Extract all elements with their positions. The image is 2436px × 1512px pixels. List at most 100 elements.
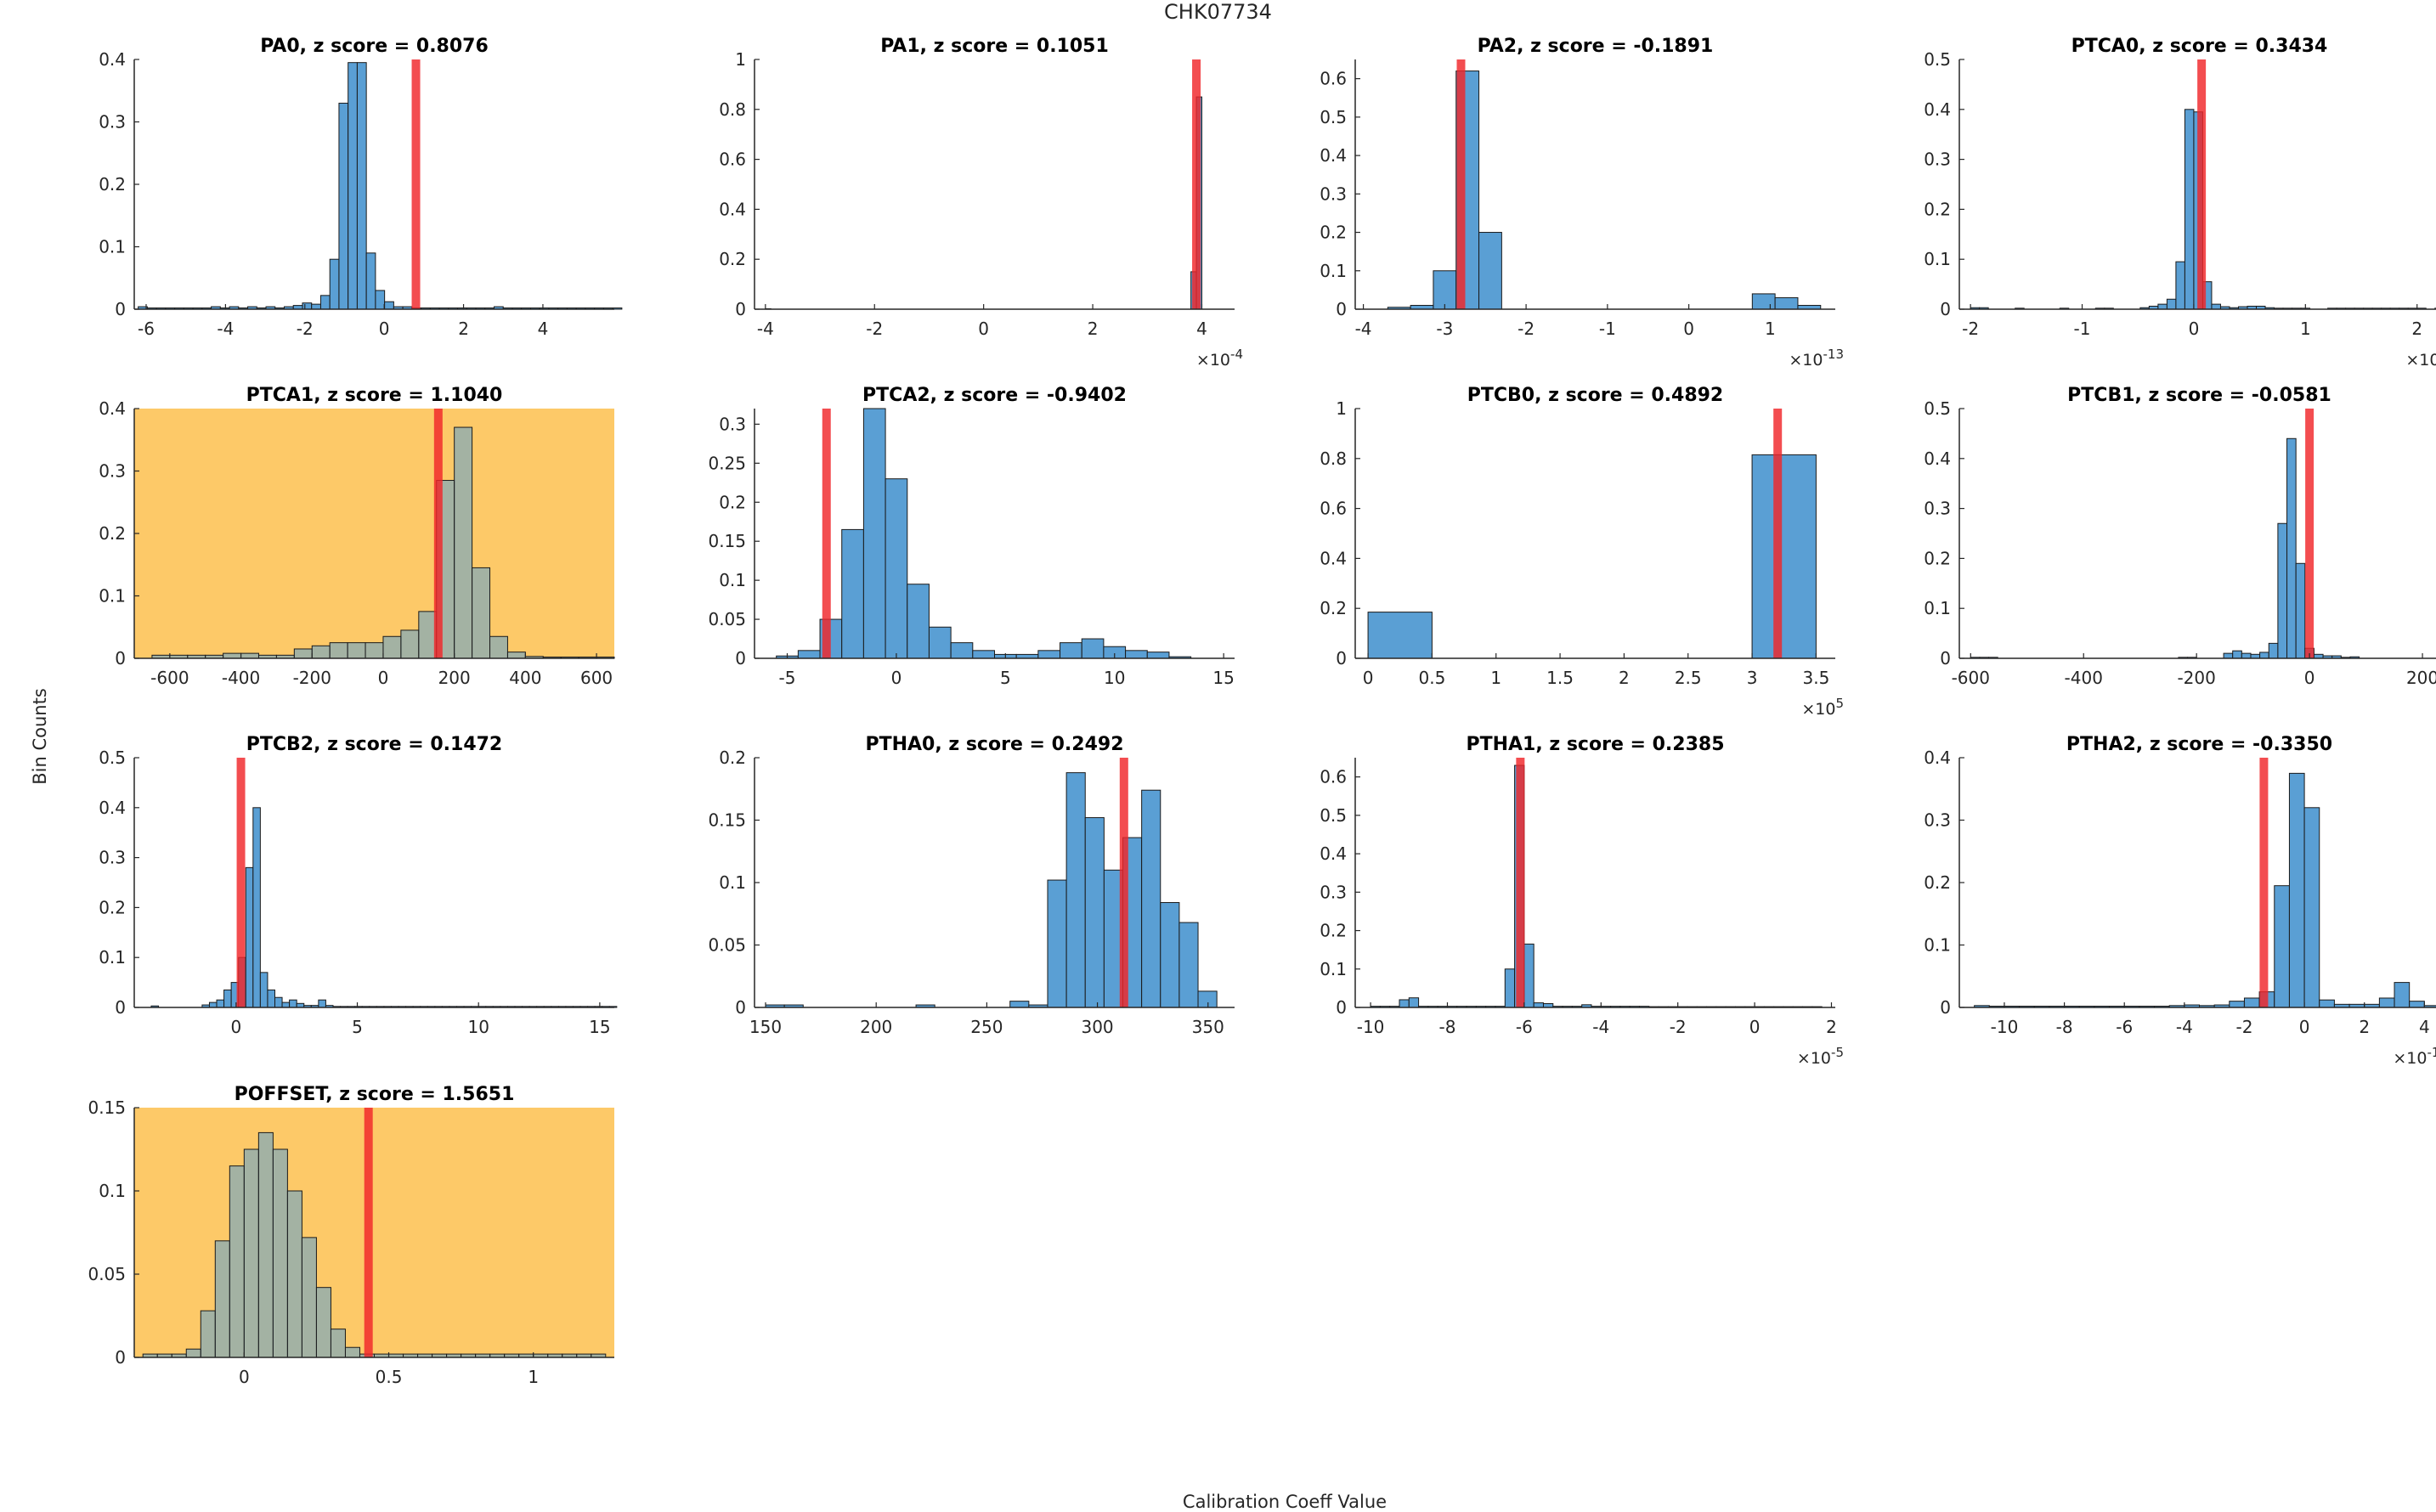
histogram-bar [1752,294,1775,309]
histogram-bar [287,1191,302,1357]
x-tick-label: -4 [1355,319,1372,339]
y-tick-label: 0.15 [88,1097,126,1118]
histogram-bar [907,584,930,658]
x-tick-label: 350 [1192,1017,1224,1037]
y-tick-label: 0.1 [99,1181,126,1201]
subplot-title: PA1, z score = 0.1051 [880,36,1109,57]
value-marker [365,1108,373,1357]
x-tick-label: 0.5 [1418,668,1445,688]
y-tick-label: 1 [735,49,746,70]
x-exponent-label: ×10-13 [1789,347,1844,370]
x-tick-label: 5 [352,1017,363,1037]
histogram-bar [1048,880,1066,1007]
x-tick-label: -200 [2177,668,2215,688]
y-tick-label: 0.4 [99,49,126,70]
histogram-bar [1368,612,1432,658]
histogram-bar [357,63,366,309]
y-tick-label: 0.2 [99,174,126,195]
x-tick-label: 200 [860,1017,892,1037]
y-tick-label: 0.2 [1320,921,1347,941]
y-tick-label: 0.1 [1924,249,1951,269]
x-exponent-value: -12 [2428,1045,2436,1060]
histogram-bar [2287,438,2297,658]
value-marker [412,59,421,309]
y-tick-label: 0.6 [719,150,746,170]
histogram-bar [330,643,348,658]
histogram-bar [2296,563,2305,658]
x-tick-label: -600 [1952,668,1990,688]
y-tick-label: 0 [735,299,746,319]
x-tick-label: 200 [2406,668,2436,688]
x-tick-label: 10 [467,1017,489,1037]
x-tick-label: 10 [1104,668,1125,688]
histogram-bar [2241,653,2251,658]
histogram-bar [2278,523,2287,658]
histogram-bar [1752,454,1816,658]
histogram-bar [490,636,508,658]
histogram-bar [385,302,394,309]
x-tick-label: 2 [2411,319,2422,339]
histogram-bar [401,630,419,658]
y-tick-label: 0.3 [719,414,746,434]
x-tick-label: 1.5 [1546,668,1574,688]
histogram-bar [201,1311,215,1357]
y-tick-label: 0.4 [99,798,126,818]
x-tick-label: 1 [528,1367,539,1387]
histogram-bar [2320,1000,2335,1007]
y-tick-label: 0.3 [1924,150,1951,170]
x-tick-label: 0 [1683,319,1694,339]
y-tick-label: 0.3 [1320,882,1347,902]
histogram-bar [1399,1000,1409,1007]
x-tick-label: 0 [1363,668,1374,688]
histogram-bar [2260,652,2269,658]
y-tick-label: 0.4 [99,398,126,419]
y-tick-label: 0.2 [719,249,746,269]
subplot-title: PTCA0, z score = 0.3434 [2071,36,2328,57]
histogram-bar [294,649,312,658]
value-marker [1516,758,1524,1007]
x-tick-label: 4 [1196,319,1207,339]
histogram-bar [1060,643,1082,658]
histogram-bar [1479,233,1502,309]
histogram-bar [1010,1001,1029,1007]
x-tick-label: 4 [538,319,549,339]
x-exponent-value: -4 [1230,347,1243,362]
value-marker [1456,59,1465,309]
y-tick-label: 0.15 [708,531,746,551]
x-tick-label: 0 [2189,319,2200,339]
y-tick-label: 0.5 [99,748,126,768]
histogram-bar [209,1002,217,1007]
y-tick-label: 0.2 [1320,598,1347,618]
x-exponent-label: ×10-5 [1797,1045,1844,1068]
histogram-bar [1161,903,1179,1007]
histogram-bar [2394,983,2410,1007]
histogram-bar [2233,651,2242,658]
y-tick-label: 0.2 [719,492,746,512]
y-tick-label: 0.5 [1924,398,1951,419]
histogram-bar [260,973,268,1007]
x-tick-label: 1 [1490,668,1501,688]
subplot-title: PTHA0, z score = 0.2492 [865,734,1123,755]
histogram-bar [2158,304,2168,309]
y-tick-label: 0.6 [1320,767,1347,787]
y-tick-label: 0.25 [708,453,746,473]
value-marker [434,409,443,658]
value-marker [1773,409,1782,658]
x-tick-label: 0 [230,1017,241,1037]
y-tick-label: 0.3 [1924,499,1951,519]
x-tick-label: -2 [297,319,314,339]
subplot-title: PA0, z score = 0.8076 [260,36,489,57]
y-tick-label: 0.8 [1320,449,1347,469]
x-tick-label: -4 [757,319,774,339]
y-tick-label: 0.2 [1924,872,1951,893]
y-tick-label: 0.05 [708,609,746,629]
y-tick-label: 0.2 [1924,548,1951,568]
y-tick-label: 0.2 [99,897,126,917]
x-tick-label: -6 [2116,1017,2133,1037]
x-tick-label: -6 [138,319,155,339]
